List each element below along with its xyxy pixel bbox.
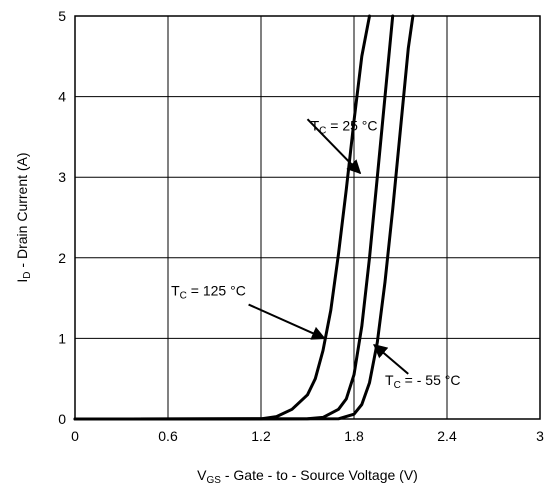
- x-axis-label: VGS - Gate - to - Source Voltage (V): [197, 467, 418, 486]
- annotation-label-main: T: [171, 283, 180, 299]
- x-tick-label: 0: [71, 428, 79, 444]
- y-tick-label: 4: [58, 89, 66, 105]
- x-axis-label-main: V: [197, 467, 207, 483]
- series-line: [73, 14, 395, 421]
- annotation-arrow: [373, 343, 409, 375]
- x-tick-label: 0.6: [158, 428, 178, 444]
- x-tick-label: 1.8: [344, 428, 364, 444]
- annotation-label-rest: = 25 °C: [326, 117, 377, 133]
- series-line: [73, 14, 371, 421]
- y-tick-label: 1: [58, 330, 66, 346]
- y-axis-label-main: I: [14, 279, 30, 283]
- annotation-label-main: T: [385, 372, 394, 388]
- x-axis-label-rest: - Gate - to - Source Voltage (V): [221, 467, 418, 483]
- x-axis-label-sub: GS: [207, 475, 222, 486]
- annotation-label: TC = 125 °C: [171, 283, 246, 302]
- annotation-label-rest: = - 55 °C: [401, 372, 461, 388]
- annotation-label: TC = - 55 °C: [385, 372, 460, 391]
- series-line: [73, 14, 415, 421]
- y-tick-label: 3: [58, 169, 66, 185]
- plot-frame: [74, 15, 541, 420]
- annotation-arrow: [248, 303, 326, 340]
- x-tick-label: 2.4: [437, 428, 457, 444]
- y-axis-label: ID - Drain Current (A): [14, 152, 33, 282]
- annotation-label-sub: C: [319, 125, 326, 136]
- annotation-label: TC = 25 °C: [311, 117, 378, 136]
- annotation-label-sub: C: [394, 380, 401, 391]
- annotation-label-sub: C: [180, 291, 187, 302]
- y-axis-label-rest: - Drain Current (A): [14, 152, 30, 271]
- y-tick-labels: 0 1 2 3 4 5: [58, 8, 66, 427]
- annotation-label-main: T: [311, 117, 320, 133]
- x-tick-label: 3: [536, 428, 544, 444]
- annotations: TC = 25 °CTC = 125 °CTC = - 55 °C: [171, 117, 460, 391]
- series-group: [73, 14, 415, 421]
- annotation-label-rest: = 125 °C: [187, 283, 246, 299]
- y-tick-label: 2: [58, 250, 66, 266]
- x-tick-labels: 0 0.6 1.2 1.8 2.4 3: [71, 428, 544, 444]
- y-tick-label: 5: [58, 8, 66, 24]
- annotation-arrow: [306, 118, 362, 175]
- y-axis-label-sub: D: [22, 271, 33, 278]
- grid: [75, 16, 540, 419]
- x-tick-label: 1.2: [251, 428, 271, 444]
- y-tick-label: 0: [58, 411, 66, 427]
